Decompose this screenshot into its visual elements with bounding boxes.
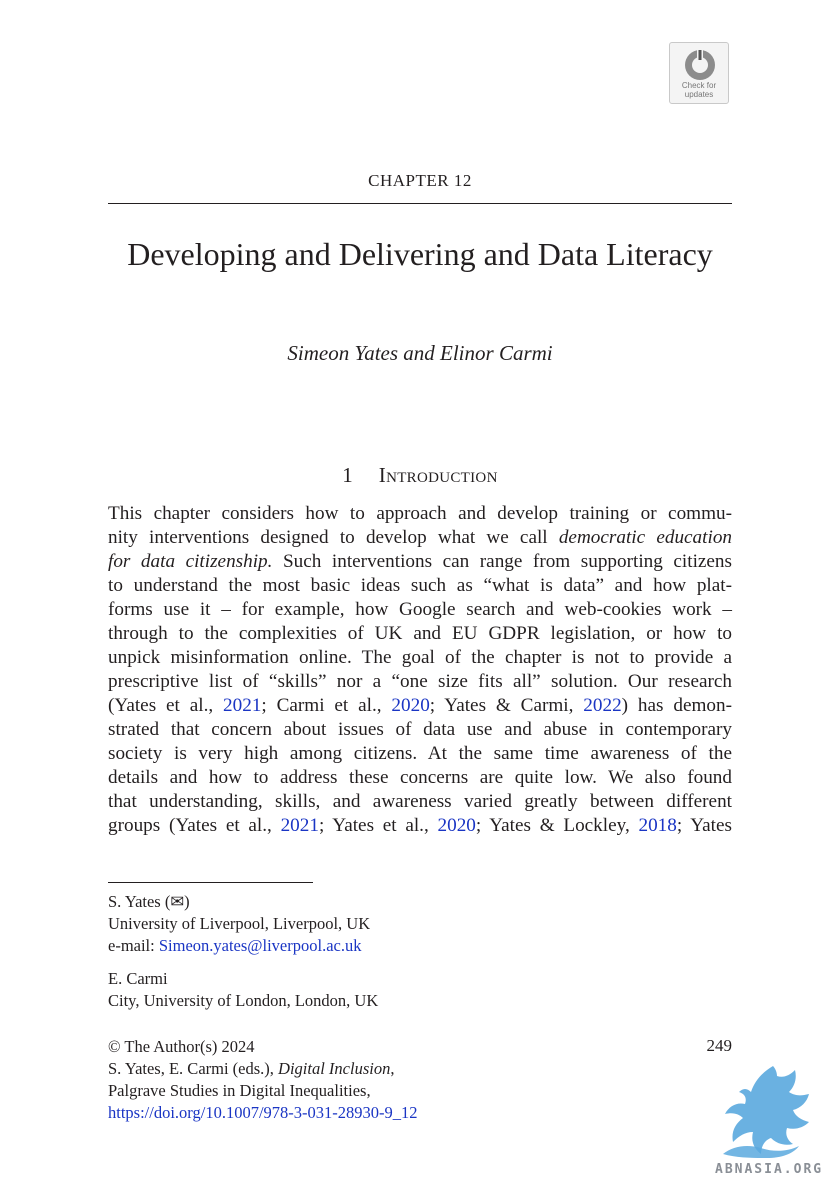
text-line: nity interventions designed to develop w…: [108, 526, 732, 550]
author2-affiliation: City, University of London, London, UK: [108, 991, 379, 1010]
text-line: to understand the most basic ideas such …: [108, 575, 732, 596]
text-span: ; Carmi et al.,: [261, 695, 392, 716]
book-citation: S. Yates, E. Carmi (eds.), Digital Inclu…: [108, 1058, 418, 1080]
text-line: This chapter considers how to approach a…: [108, 503, 732, 524]
text-line: forms use it – for example, how Google s…: [108, 599, 732, 620]
text-line: (Yates et al., 2021; Carmi et al., 2020;…: [108, 694, 732, 718]
emphasis: for data citizenship.: [108, 551, 273, 572]
doi-link[interactable]: https://doi.org/10.1007/978-3-031-28930-…: [108, 1103, 418, 1122]
text-span: ; Yates et al.,: [318, 815, 438, 836]
author2-footnote: E. Carmi City, University of London, Lon…: [108, 968, 378, 1012]
watermark-text: ABNASIA.ORG: [715, 1162, 824, 1177]
copyright-block: © The Author(s) 2024 S. Yates, E. Carmi …: [108, 1036, 418, 1124]
text-line: groups (Yates et al., 2021; Yates et al.…: [108, 814, 732, 838]
author2-name: E. Carmi: [108, 969, 168, 988]
intro-paragraph: This chapter considers how to approach a…: [108, 502, 732, 838]
text-line: society is very high among citizens. At …: [108, 743, 732, 764]
book-title: Digital Inclusion: [278, 1059, 391, 1078]
author1-footnote: S. Yates (✉) University of Liverpool, Li…: [108, 891, 370, 957]
citation-link[interactable]: 2022: [583, 695, 622, 716]
check-for-updates-badge[interactable]: Check for updates: [669, 42, 729, 104]
text-span: S. Yates, E. Carmi (eds.),: [108, 1059, 279, 1078]
header-rule: [108, 203, 732, 204]
text-line: through to the complexities of UK and EU…: [108, 623, 732, 644]
page-number: 249: [706, 1036, 733, 1055]
text-line: strated that concern about issues of dat…: [108, 719, 732, 740]
text-span: Such interventions can range from suppor…: [272, 551, 732, 572]
badge-line2: updates: [684, 90, 714, 99]
citation-link[interactable]: 2021: [223, 695, 262, 716]
text-line: for data citizenship. Such interventions…: [108, 550, 732, 574]
author1-email-line: e-mail: Simeon.yates@liverpool.ac.uk: [108, 935, 370, 957]
griffin-logo-icon: [723, 1066, 809, 1158]
watermark: ABNASIA.ORG: [703, 1058, 833, 1186]
section-title: Introduction: [378, 463, 498, 487]
text-span: groups (Yates et al.,: [108, 815, 281, 836]
citation-link[interactable]: 2020: [391, 695, 430, 716]
text-span: (Yates et al.,: [108, 695, 224, 716]
authors: Simeon Yates and Elinor Carmi: [287, 341, 553, 365]
citation-link[interactable]: 2018: [638, 815, 677, 836]
badge-text: Check for updates: [670, 81, 728, 99]
text-span: ) has demon-: [621, 695, 732, 716]
emphasis: democratic education: [558, 527, 733, 548]
section-number: 1: [342, 463, 353, 487]
text-line: unpick misinformation online. The goal o…: [108, 647, 732, 668]
section-heading: 1 Introduction: [0, 463, 840, 488]
email-label: e-mail:: [108, 936, 159, 955]
text-span: ; Yates: [676, 815, 732, 836]
text-span: ; Yates & Carmi,: [429, 695, 584, 716]
text-line: that understanding, skills, and awarenes…: [108, 791, 732, 812]
series-line: Palgrave Studies in Digital Inequalities…: [108, 1081, 371, 1100]
check-updates-icon: [685, 50, 715, 80]
chapter-title: Developing and Delivering and Data Liter…: [127, 236, 713, 272]
author1-name: S. Yates (✉): [108, 892, 190, 911]
citation-link[interactable]: 2020: [437, 815, 476, 836]
footnote-rule: [108, 882, 313, 883]
badge-line1: Check for: [681, 81, 717, 90]
author1-affiliation: University of Liverpool, Liverpool, UK: [108, 914, 371, 933]
text-span: ,: [390, 1059, 395, 1078]
text-span: nity interventions designed to develop w…: [108, 527, 559, 548]
citation-link[interactable]: 2021: [280, 815, 319, 836]
author1-email-link[interactable]: Simeon.yates@liverpool.ac.uk: [158, 936, 362, 955]
text-line: details and how to address these concern…: [108, 767, 732, 788]
copyright-line: © The Author(s) 2024: [108, 1037, 255, 1056]
text-line: prescriptive list of “skills” nor a “one…: [108, 671, 732, 692]
chapter-label: CHAPTER 12: [368, 171, 472, 190]
text-span: ; Yates & Lockley,: [475, 815, 639, 836]
